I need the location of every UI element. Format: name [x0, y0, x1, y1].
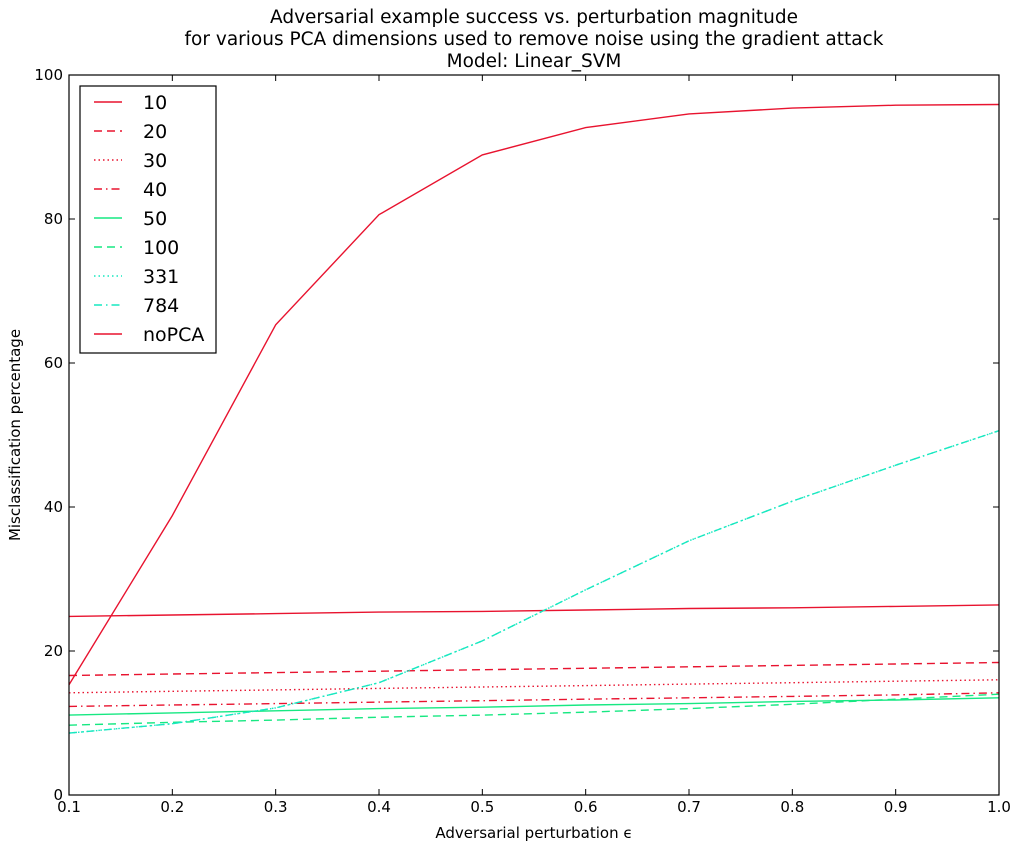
series-line-331 [68, 430, 1000, 734]
chart-title: Adversarial example success vs. perturba… [69, 7, 999, 73]
x-tick-label: 0.2 [160, 798, 184, 816]
title-line-1: Adversarial example success vs. perturba… [270, 7, 798, 28]
x-tick-label: 0.5 [470, 798, 494, 816]
series-line-50 [68, 697, 1000, 716]
legend-label-784: 784 [143, 295, 179, 317]
legend-label-50: 50 [143, 208, 167, 230]
series-line-10 [68, 604, 1000, 618]
x-tick-label: 0.7 [677, 798, 701, 816]
y-tick-label: 100 [34, 66, 63, 84]
plot-frame [68, 74, 1000, 796]
series-line-20 [68, 661, 1000, 677]
y-tick-label: 80 [44, 210, 63, 228]
x-tick-label: 0.3 [264, 798, 288, 816]
legend-label-40: 40 [143, 179, 167, 201]
legend-label-20: 20 [143, 121, 167, 143]
x-tick-label: 1.0 [987, 798, 1011, 816]
x-tick-label: 0.4 [367, 798, 391, 816]
y-axis-label: Misclassification percentage [6, 329, 24, 541]
legend-label-30: 30 [143, 150, 167, 172]
title-line-3: Model: Linear_SVM [446, 51, 622, 72]
series-line-noPCA [68, 103, 1000, 686]
legend-label-noPCA: noPCA [143, 324, 204, 346]
y-tick-label: 20 [44, 642, 63, 660]
x-tick-label: 0.1 [57, 798, 81, 816]
ticks-layer: 0.1 0.2 0.3 0.4 0.5 0.6 0.7 0.8 0.9 1.0 0 20 40 60 80 1… [34, 66, 1011, 816]
series-line-30 [68, 679, 1000, 694]
y-tick-label: 60 [44, 354, 63, 372]
series-line-100 [68, 693, 1000, 726]
legend-box [79, 85, 217, 354]
legend-label-331: 331 [143, 266, 179, 288]
x-tick-label: 0.8 [780, 798, 804, 816]
title-line-2: for various PCA dimensions used to remov… [184, 29, 884, 50]
y-tick-label: 40 [44, 498, 63, 516]
series-layer [68, 103, 1000, 734]
legend-label-10: 10 [143, 92, 167, 114]
x-tick-label: 0.6 [574, 798, 598, 816]
x-tick-label: 0.9 [884, 798, 908, 816]
series-line-40 [68, 692, 1000, 708]
series-line-784 [68, 430, 1000, 734]
legend-label-100: 100 [143, 237, 179, 259]
y-tick-label: 0 [53, 786, 63, 804]
x-axis-label: Adversarial perturbation ϵ [435, 824, 632, 842]
legend: 10 20 30 40 50 100 331 784 noPCA [79, 85, 217, 354]
